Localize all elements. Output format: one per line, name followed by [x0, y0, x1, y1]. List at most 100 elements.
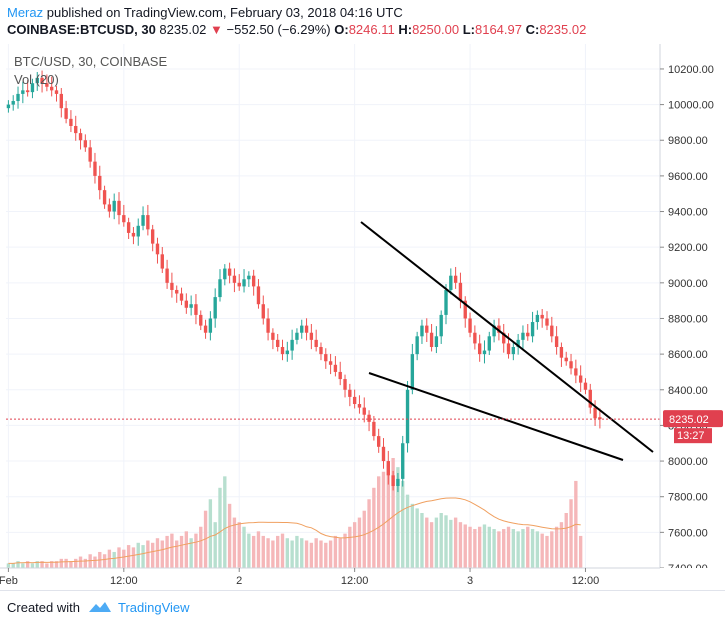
- volume-bar: [21, 563, 25, 568]
- candle: [338, 361, 342, 386]
- candle: [98, 165, 102, 200]
- tradingview-link[interactable]: TradingView: [118, 600, 190, 615]
- candle-body: [391, 475, 395, 487]
- volume-bar: [175, 540, 179, 568]
- candle: [453, 266, 458, 289]
- candle-body: [175, 289, 179, 294]
- volume-bar: [150, 542, 155, 568]
- candle: [578, 365, 583, 392]
- price-tick-label: 9000.00: [668, 278, 708, 290]
- author-link[interactable]: Meraz: [7, 5, 44, 20]
- candle: [304, 318, 309, 341]
- volume-bar: [194, 533, 198, 568]
- volume-bar: [16, 561, 20, 568]
- candle-body: [545, 318, 549, 326]
- volume-bar: [540, 533, 544, 568]
- candle: [569, 353, 573, 375]
- candle-body: [256, 286, 261, 305]
- candle-body: [189, 304, 193, 308]
- candle: [40, 70, 44, 93]
- candle: [439, 310, 443, 344]
- candle-body: [194, 304, 198, 315]
- candle-body: [367, 414, 371, 422]
- volume-bar: [247, 533, 251, 568]
- candle: [290, 329, 294, 360]
- candle-body: [583, 382, 588, 390]
- candle-body: [348, 389, 352, 397]
- candle-body: [122, 215, 126, 223]
- candle: [429, 324, 434, 352]
- candle-body: [290, 339, 294, 351]
- price-tick-label: 8600.00: [668, 349, 708, 361]
- candle: [328, 353, 333, 375]
- volume-bar: [102, 554, 107, 568]
- candle-body: [420, 325, 424, 337]
- drawing-trendlines[interactable]: [360, 221, 654, 461]
- volume-bar: [444, 515, 448, 568]
- candle-body: [107, 204, 112, 212]
- candle: [482, 340, 487, 364]
- candle-body: [372, 421, 376, 437]
- volume-bar: [256, 531, 261, 568]
- time-axis[interactable]: Feb 12:00 2 12:00 3 12:00: [0, 567, 725, 590]
- candle-body: [357, 404, 362, 408]
- candle-body: [16, 93, 20, 102]
- publication-line: Meraz published on TradingView.com, Febr…: [7, 5, 403, 20]
- time-axis-background: [0, 568, 725, 590]
- time-tick-label: 12:00: [341, 575, 369, 587]
- volume-bar: [74, 558, 78, 568]
- candle-body: [141, 215, 145, 226]
- volume-bar: [545, 535, 549, 568]
- volume-bar: [434, 517, 439, 568]
- candle: [59, 88, 63, 118]
- price-chart[interactable]: 10200.00 10000.00 9800.00 9600.00 9400.00 920…: [0, 44, 725, 590]
- candle-body: [227, 268, 232, 276]
- candle-body: [453, 275, 458, 283]
- candle: [502, 324, 506, 353]
- candle-body: [93, 161, 97, 176]
- candle-body: [559, 346, 564, 358]
- candle: [473, 325, 477, 350]
- candle-body: [126, 222, 131, 233]
- candle: [189, 295, 193, 316]
- volume-bar: [362, 510, 366, 568]
- candle-body: [540, 314, 544, 319]
- candle: [237, 274, 241, 291]
- candle: [362, 397, 366, 423]
- candle-body: [343, 379, 347, 390]
- volume-bar: [227, 503, 232, 568]
- candle-body: [564, 357, 568, 362]
- candle: [35, 71, 39, 91]
- candle: [477, 334, 482, 362]
- candle: [434, 326, 439, 354]
- candle-body: [150, 229, 155, 244]
- volume-bar: [189, 538, 193, 568]
- volume-bar: [415, 508, 419, 568]
- candle-body: [444, 289, 448, 315]
- volume-bar: [64, 558, 68, 568]
- candle-body: [487, 336, 491, 351]
- lower-trendline: [368, 372, 624, 461]
- candle-body: [112, 200, 116, 212]
- candle: [588, 383, 592, 414]
- candle-body: [521, 332, 525, 340]
- volume-bar: [477, 526, 482, 568]
- volume-bar: [136, 542, 140, 568]
- candlesticks: [6, 70, 602, 493]
- candle-body: [333, 364, 338, 372]
- price-axis[interactable]: 10200.00 10000.00 9800.00 9600.00 9400.00 920…: [659, 44, 725, 575]
- candle: [314, 329, 318, 352]
- candle-body: [88, 147, 92, 162]
- candle: [487, 331, 491, 356]
- volume-ma-line: [8, 497, 581, 564]
- candle-body: [179, 293, 184, 301]
- volume-bar: [218, 487, 222, 568]
- candle-body: [386, 461, 390, 476]
- candle-body: [146, 215, 150, 230]
- candle: [16, 86, 20, 109]
- candle-body: [497, 325, 501, 333]
- volume-bar: [40, 561, 44, 568]
- volume-bar: [155, 538, 160, 568]
- candle-body: [117, 200, 121, 216]
- last-price-badge-label: 8235.02: [669, 414, 709, 426]
